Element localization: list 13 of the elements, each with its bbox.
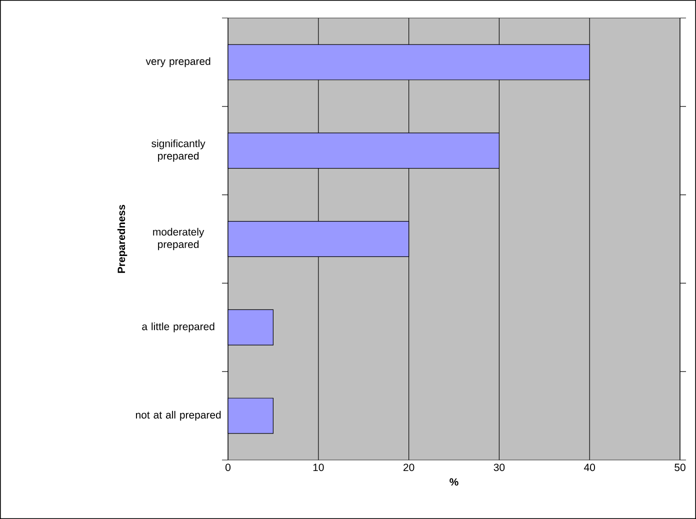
x-tick-label: 30 — [494, 464, 505, 472]
x-tick-label: 0 — [226, 464, 230, 472]
x-tick-label: 40 — [584, 464, 596, 472]
x-tick-label: 10 — [313, 464, 324, 472]
x-tick-label: 50 — [674, 464, 686, 472]
y-axis-title: Preparedness — [117, 204, 128, 273]
y-tick-label: a little prepared — [142, 322, 214, 332]
y-tick-label: significantly prepared — [152, 140, 206, 162]
y-tick-label: very prepared — [146, 57, 210, 68]
y-tick-label: moderately prepared — [153, 228, 204, 250]
x-axis-title: % — [450, 478, 458, 486]
y-tick-label: not at all prepared — [136, 410, 221, 421]
x-tick-label: 20 — [404, 464, 414, 472]
